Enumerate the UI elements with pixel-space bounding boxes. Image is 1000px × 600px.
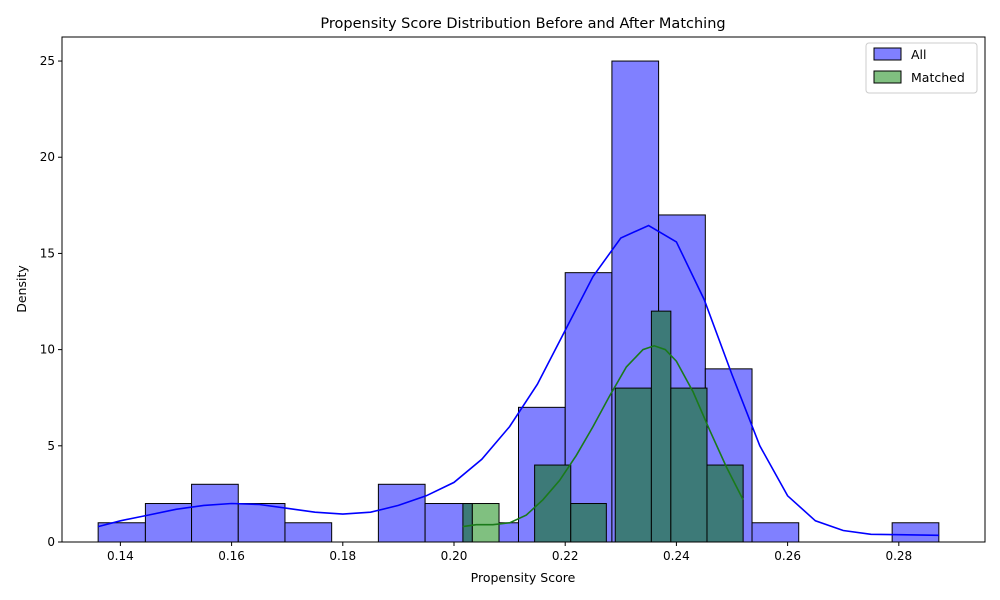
bar-all-0: [97, 522, 146, 543]
bar-matched-5: [614, 387, 652, 543]
y-tick-label: 25: [40, 54, 55, 68]
bar-all-1: [144, 503, 193, 543]
bar-all-2: [191, 483, 239, 543]
kde-line-matched: [462, 344, 744, 528]
bar-all-9: [564, 272, 613, 543]
bar-all-14: [891, 522, 940, 543]
y-tick-label: 10: [40, 343, 55, 357]
series-all-bars: [97, 60, 940, 543]
bar-all-3: [237, 503, 286, 543]
x-tick-label: 0.18: [329, 549, 356, 563]
y-axis: 0 5 10 15 20 25: [40, 54, 62, 549]
kde-line-all: [97, 224, 939, 537]
x-axis: 0.14 0.16 0.18 0.20 0.22 0.24 0.26 0.28: [107, 542, 912, 563]
plot-frame: [61, 36, 986, 543]
x-tick-label: 0.16: [218, 549, 245, 563]
x-tick-label: 0.22: [552, 549, 579, 563]
legend-label-all: All: [911, 47, 927, 62]
bar-matched-3: [534, 464, 572, 543]
y-tick-label: 20: [40, 150, 55, 164]
chart-title: Propensity Score Distribution Before and…: [320, 16, 725, 32]
series-matched-kde: [462, 344, 744, 528]
legend-label-matched: Matched: [911, 70, 965, 85]
x-tick-label: 0.14: [107, 549, 134, 563]
bar-all-13: [751, 522, 800, 543]
x-tick-label: 0.24: [663, 549, 690, 563]
bar-matched-1: [471, 503, 500, 543]
bar-all-4: [284, 522, 333, 543]
y-axis-label: Density: [14, 265, 29, 313]
y-tick-label: 15: [40, 246, 55, 260]
bar-matched-8: [706, 464, 744, 543]
x-tick-label: 0.26: [774, 549, 801, 563]
x-tick-label: 0.20: [441, 549, 468, 563]
legend-swatch-all: [873, 47, 902, 61]
bar-matched-4: [570, 503, 607, 543]
bar-matched-0: [462, 503, 473, 543]
bar-matched-7: [670, 387, 708, 543]
legend: All Matched: [865, 42, 978, 94]
bar-all-5: [377, 483, 426, 543]
y-tick-label: 5: [47, 439, 55, 453]
legend-swatch-matched: [873, 70, 902, 84]
series-matched-bars: [462, 310, 744, 543]
x-axis-label: Propensity Score: [471, 570, 576, 585]
y-tick-label: 0: [47, 535, 55, 549]
series-all-kde: [97, 224, 939, 537]
x-tick-label: 0.28: [885, 549, 912, 563]
